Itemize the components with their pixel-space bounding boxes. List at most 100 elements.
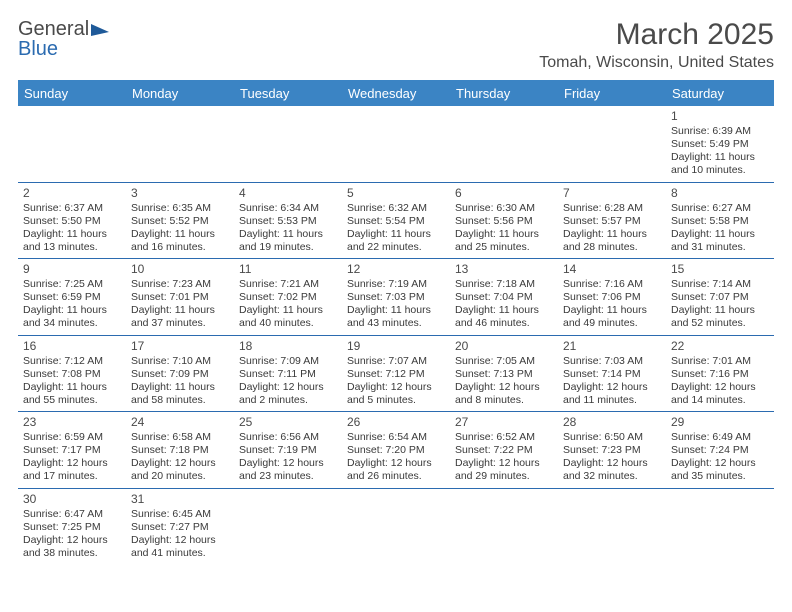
sunrise-text: Sunrise: 7:03 AM [563, 355, 661, 368]
sunset-text: Sunset: 7:27 PM [131, 521, 229, 534]
sunrise-text: Sunrise: 7:25 AM [23, 278, 121, 291]
sunset-text: Sunset: 7:06 PM [563, 291, 661, 304]
daylight-text: Daylight: 12 hours and 8 minutes. [455, 381, 553, 407]
sunset-text: Sunset: 7:13 PM [455, 368, 553, 381]
day-number: 8 [671, 186, 769, 201]
sunrise-text: Sunrise: 7:09 AM [239, 355, 337, 368]
day-number: 12 [347, 262, 445, 277]
page-header: General March 2025 Tomah, Wisconsin, Uni… [18, 18, 774, 72]
sunset-text: Sunset: 7:25 PM [23, 521, 121, 534]
daylight-text: Daylight: 11 hours and 37 minutes. [131, 304, 229, 330]
day-number: 16 [23, 339, 121, 354]
daylight-text: Daylight: 11 hours and 10 minutes. [671, 151, 769, 177]
sunset-text: Sunset: 7:17 PM [23, 444, 121, 457]
day-number: 24 [131, 415, 229, 430]
day-number: 10 [131, 262, 229, 277]
sunset-text: Sunset: 7:08 PM [23, 368, 121, 381]
day-number: 29 [671, 415, 769, 430]
day-number: 18 [239, 339, 337, 354]
weekday-header-row: Sunday Monday Tuesday Wednesday Thursday… [18, 81, 774, 107]
calendar-body: 1Sunrise: 6:39 AMSunset: 5:49 PMDaylight… [18, 106, 774, 564]
daylight-text: Daylight: 12 hours and 11 minutes. [563, 381, 661, 407]
weekday-header: Wednesday [342, 81, 450, 107]
calendar-day-cell [666, 488, 774, 564]
day-number: 9 [23, 262, 121, 277]
daylight-text: Daylight: 11 hours and 52 minutes. [671, 304, 769, 330]
daylight-text: Daylight: 12 hours and 41 minutes. [131, 534, 229, 560]
daylight-text: Daylight: 11 hours and 46 minutes. [455, 304, 553, 330]
weekday-header: Tuesday [234, 81, 342, 107]
sunrise-text: Sunrise: 6:30 AM [455, 202, 553, 215]
sunset-text: Sunset: 5:52 PM [131, 215, 229, 228]
daylight-text: Daylight: 11 hours and 34 minutes. [23, 304, 121, 330]
calendar-day-cell: 12Sunrise: 7:19 AMSunset: 7:03 PMDayligh… [342, 259, 450, 336]
calendar-day-cell: 23Sunrise: 6:59 AMSunset: 7:17 PMDayligh… [18, 412, 126, 489]
calendar-day-cell: 30Sunrise: 6:47 AMSunset: 7:25 PMDayligh… [18, 488, 126, 564]
title-block: March 2025 Tomah, Wisconsin, United Stat… [539, 18, 774, 72]
calendar-week-row: 1Sunrise: 6:39 AMSunset: 5:49 PMDaylight… [18, 106, 774, 182]
calendar-day-cell: 13Sunrise: 7:18 AMSunset: 7:04 PMDayligh… [450, 259, 558, 336]
calendar-day-cell: 28Sunrise: 6:50 AMSunset: 7:23 PMDayligh… [558, 412, 666, 489]
logo-flag-icon [91, 22, 113, 38]
day-number: 21 [563, 339, 661, 354]
calendar-day-cell: 6Sunrise: 6:30 AMSunset: 5:56 PMDaylight… [450, 182, 558, 259]
day-number: 6 [455, 186, 553, 201]
sunrise-text: Sunrise: 7:07 AM [347, 355, 445, 368]
sunrise-text: Sunrise: 6:45 AM [131, 508, 229, 521]
sunset-text: Sunset: 5:57 PM [563, 215, 661, 228]
calendar-day-cell: 31Sunrise: 6:45 AMSunset: 7:27 PMDayligh… [126, 488, 234, 564]
weekday-header: Monday [126, 81, 234, 107]
calendar-day-cell: 19Sunrise: 7:07 AMSunset: 7:12 PMDayligh… [342, 335, 450, 412]
day-number: 14 [563, 262, 661, 277]
sunset-text: Sunset: 7:24 PM [671, 444, 769, 457]
sunrise-text: Sunrise: 6:56 AM [239, 431, 337, 444]
sunrise-text: Sunrise: 6:28 AM [563, 202, 661, 215]
daylight-text: Daylight: 12 hours and 5 minutes. [347, 381, 445, 407]
weekday-header: Saturday [666, 81, 774, 107]
sunrise-text: Sunrise: 7:23 AM [131, 278, 229, 291]
sunrise-text: Sunrise: 7:01 AM [671, 355, 769, 368]
calendar-day-cell: 22Sunrise: 7:01 AMSunset: 7:16 PMDayligh… [666, 335, 774, 412]
sunset-text: Sunset: 7:20 PM [347, 444, 445, 457]
sunrise-text: Sunrise: 6:49 AM [671, 431, 769, 444]
day-number: 3 [131, 186, 229, 201]
sunset-text: Sunset: 7:03 PM [347, 291, 445, 304]
daylight-text: Daylight: 12 hours and 20 minutes. [131, 457, 229, 483]
daylight-text: Daylight: 12 hours and 26 minutes. [347, 457, 445, 483]
daylight-text: Daylight: 11 hours and 22 minutes. [347, 228, 445, 254]
sunset-text: Sunset: 7:02 PM [239, 291, 337, 304]
weekday-header: Sunday [18, 81, 126, 107]
daylight-text: Daylight: 12 hours and 17 minutes. [23, 457, 121, 483]
day-number: 25 [239, 415, 337, 430]
calendar-table: Sunday Monday Tuesday Wednesday Thursday… [18, 80, 774, 564]
daylight-text: Daylight: 12 hours and 29 minutes. [455, 457, 553, 483]
daylight-text: Daylight: 12 hours and 35 minutes. [671, 457, 769, 483]
location-text: Tomah, Wisconsin, United States [539, 54, 774, 72]
calendar-week-row: 23Sunrise: 6:59 AMSunset: 7:17 PMDayligh… [18, 412, 774, 489]
daylight-text: Daylight: 12 hours and 14 minutes. [671, 381, 769, 407]
day-number: 19 [347, 339, 445, 354]
sunset-text: Sunset: 5:53 PM [239, 215, 337, 228]
day-number: 26 [347, 415, 445, 430]
sunrise-text: Sunrise: 6:52 AM [455, 431, 553, 444]
sunset-text: Sunset: 7:23 PM [563, 444, 661, 457]
day-number: 17 [131, 339, 229, 354]
sunrise-text: Sunrise: 7:18 AM [455, 278, 553, 291]
sunrise-text: Sunrise: 7:12 AM [23, 355, 121, 368]
day-number: 2 [23, 186, 121, 201]
day-number: 5 [347, 186, 445, 201]
day-number: 20 [455, 339, 553, 354]
calendar-week-row: 16Sunrise: 7:12 AMSunset: 7:08 PM Dayligh… [18, 335, 774, 412]
logo-text-blue: Blue [18, 38, 58, 61]
sunset-text: Sunset: 7:09 PM [131, 368, 229, 381]
sunset-text: Sunset: 7:14 PM [563, 368, 661, 381]
sunset-text: Sunset: 7:12 PM [347, 368, 445, 381]
day-number: 31 [131, 492, 229, 507]
sunset-text: Sunset: 5:54 PM [347, 215, 445, 228]
daylight-text: Daylight: 11 hours and 16 minutes. [131, 228, 229, 254]
calendar-day-cell: 24Sunrise: 6:58 AMSunset: 7:18 PMDayligh… [126, 412, 234, 489]
calendar-day-cell [342, 488, 450, 564]
calendar-day-cell: 29Sunrise: 6:49 AMSunset: 7:24 PMDayligh… [666, 412, 774, 489]
calendar-day-cell: 7Sunrise: 6:28 AMSunset: 5:57 PMDaylight… [558, 182, 666, 259]
calendar-day-cell: 9Sunrise: 7:25 AMSunset: 6:59 PMDaylight… [18, 259, 126, 336]
